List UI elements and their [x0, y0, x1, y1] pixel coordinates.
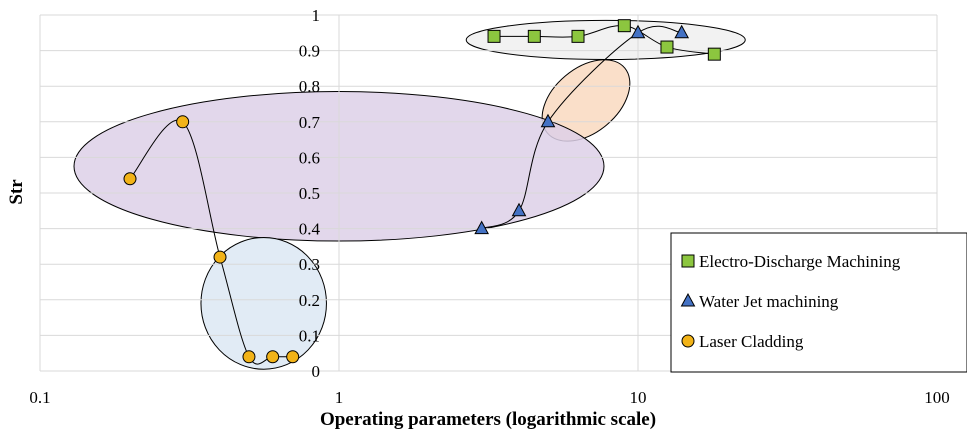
y-tick-label: 1: [312, 6, 321, 25]
data-point: [660, 40, 674, 54]
x-tick-labels: 0.1 1 10 100: [29, 388, 949, 407]
data-point: [571, 29, 585, 43]
data-point: [630, 24, 646, 39]
y-tick-label: 0.1: [299, 326, 320, 345]
y-tick-label: 0.9: [299, 42, 320, 61]
data-point: [527, 29, 541, 43]
y-axis-title: Str: [6, 179, 27, 205]
y-tick-label: 0.4: [299, 220, 321, 239]
y-tick-labels: 0 0.1 0.2 0.3 0.4 0.5 0.6 0.7 0.8 0.9 1: [299, 6, 321, 381]
data-point: [266, 350, 280, 364]
y-tick-label: 0.7: [299, 113, 321, 132]
data-point: [286, 350, 300, 364]
y-tick-label: 0.2: [299, 291, 320, 310]
data-point: [674, 24, 690, 39]
data-point: [511, 202, 527, 217]
x-tick-label: 1: [335, 388, 344, 407]
data-point: [617, 19, 631, 33]
data-point: [707, 47, 721, 61]
legend-marker: [681, 254, 695, 268]
y-tick-label: 0: [312, 362, 321, 381]
series-markers: [123, 19, 721, 364]
y-tick-label: 0.5: [299, 184, 320, 203]
x-tick-label: 0.1: [29, 388, 50, 407]
legend: Electro-Discharge Machining Water Jet mac…: [670, 232, 967, 373]
data-point: [487, 29, 501, 43]
legend-marker: [681, 334, 695, 348]
data-point: [540, 113, 556, 128]
legend-label: Water Jet machining: [699, 292, 839, 311]
y-tick-label: 0.6: [299, 148, 320, 167]
legend-box: [670, 232, 967, 373]
legend-marker: [680, 292, 696, 307]
legend-label: Electro-Discharge Machining: [699, 252, 901, 271]
data-point: [242, 350, 256, 364]
x-axis-title: Operating parameters (logarithmic scale): [320, 409, 656, 430]
region-0: [465, 19, 746, 60]
x-tick-label: 100: [924, 388, 950, 407]
region-3: [200, 236, 327, 370]
data-point: [176, 115, 190, 129]
y-tick-label: 0.8: [299, 77, 320, 96]
legend-label: Laser Cladding: [699, 332, 804, 351]
data-point: [474, 220, 489, 235]
highlight-regions: [73, 19, 746, 370]
data-point: [123, 172, 137, 186]
y-tick-label: 0.3: [299, 255, 320, 274]
x-tick-label: 10: [630, 388, 647, 407]
data-point: [213, 250, 227, 264]
